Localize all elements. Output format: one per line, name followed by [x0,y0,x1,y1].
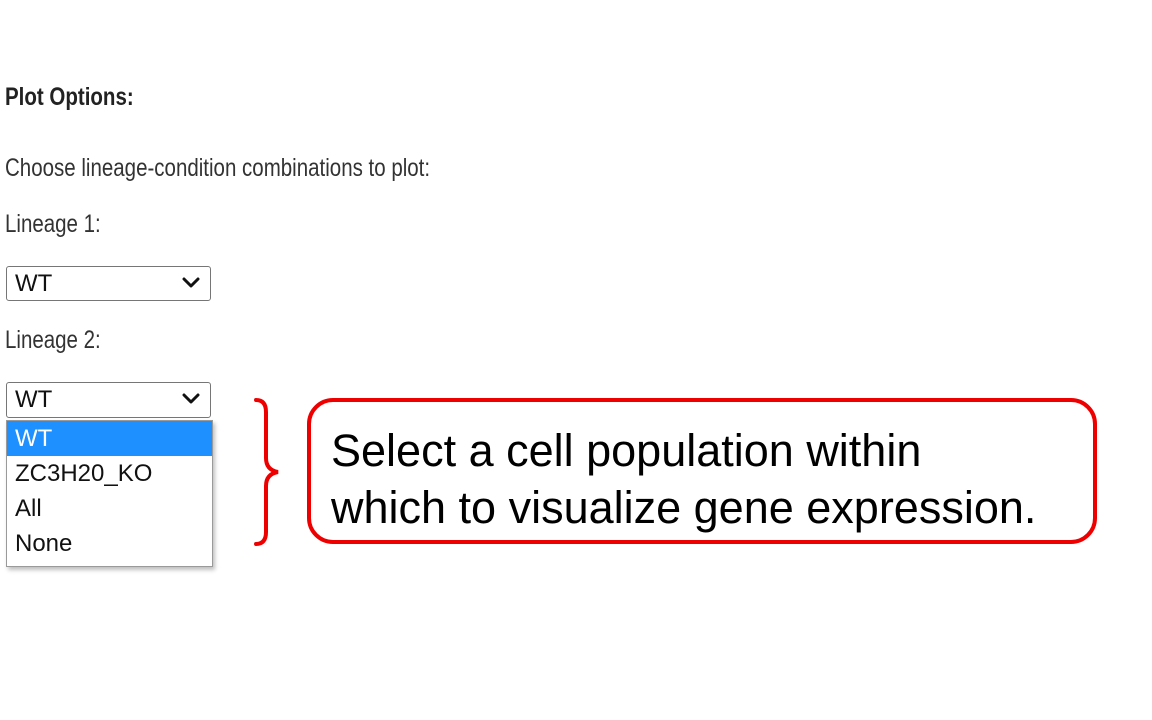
annotation-line-1: Select a cell population within [331,425,922,476]
plot-options-title: Plot Options: [5,83,134,111]
annotation-callout: Select a cell population within which to… [307,398,1097,544]
chevron-down-icon [182,277,200,288]
lineage-2-selected-value: WT [15,386,53,413]
lineage-2-label: Lineage 2: [5,326,101,354]
lineage-2-dropdown-list: WT ZC3H20_KO All None [6,420,213,567]
lineage-1-select[interactable]: WT [6,266,211,301]
dropdown-option-zc3h20-ko[interactable]: ZC3H20_KO [15,460,153,487]
annotation-line-2: which to visualize gene expression. [331,482,1037,533]
lineage-2-select[interactable]: WT [6,382,211,418]
chevron-down-icon [182,393,200,404]
instruction-text: Choose lineage-condition combinations to… [5,154,431,182]
dropdown-option-all[interactable]: All [15,495,42,522]
dropdown-option-none[interactable]: None [15,530,73,557]
dropdown-option-wt[interactable]: WT [7,421,212,456]
curly-brace-icon [254,398,279,546]
annotation-text: Select a cell population within which to… [331,422,1036,536]
lineage-1-label: Lineage 1: [5,210,101,238]
lineage-1-selected-value: WT [15,270,53,297]
